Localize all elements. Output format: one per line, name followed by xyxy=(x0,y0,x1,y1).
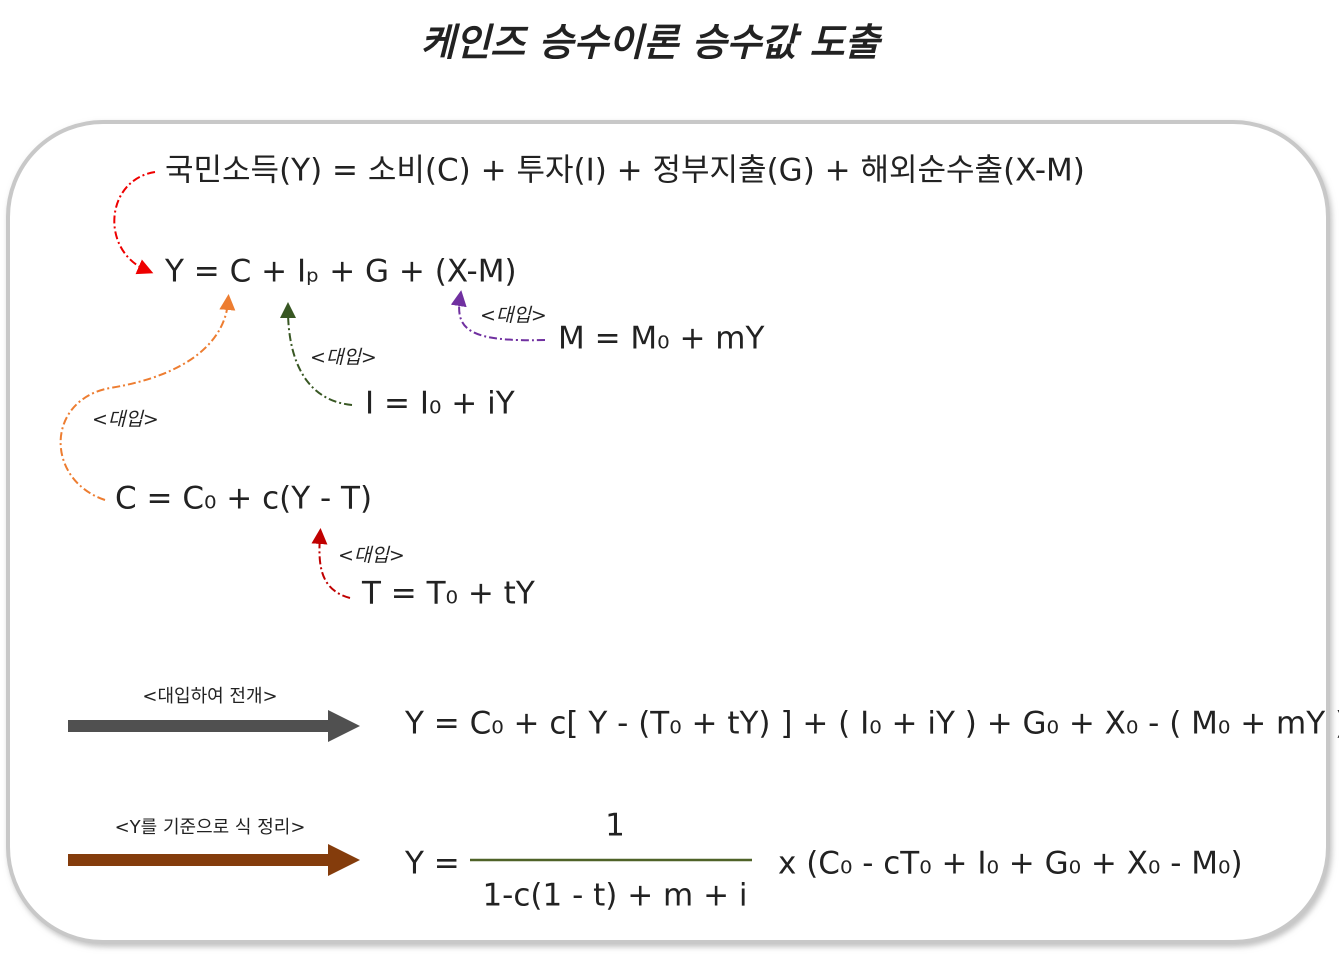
substitution-label: <대입> xyxy=(338,545,405,567)
substitution-label: <대입> xyxy=(92,409,159,431)
connectors xyxy=(59,171,546,599)
step-label: <대입하여 전개> xyxy=(142,686,277,707)
step-arrow xyxy=(68,844,360,876)
step-label: <Y를 기준으로 식 정리> xyxy=(115,817,306,838)
equation: 국민소득(Y) = 소비(C) + 투자(I) + 정부지출(G) + 해외순수… xyxy=(165,153,1085,189)
equation-lhs: Y = xyxy=(404,846,460,882)
equation-rhs: x (C₀ - cT₀ + I₀ + G₀ + X₀ - M₀) xyxy=(778,846,1243,882)
step-arrow xyxy=(68,710,360,742)
equation: T = T₀ + tY xyxy=(361,576,535,612)
substitution-label: <대입> xyxy=(310,347,377,369)
equation: I = I₀ + iY xyxy=(365,386,515,422)
substitution-label: <대입> xyxy=(480,305,547,327)
title: 케인즈 승수이론 승수값 도출 xyxy=(420,21,882,65)
numerator: 1 xyxy=(605,808,625,844)
equation: M = M₀ + mY xyxy=(558,321,764,357)
equation: Y = C₀ + c[ Y - (T₀ + tY) ] + ( I₀ + iY … xyxy=(404,706,1339,742)
equation: C = C₀ + c(Y - T) xyxy=(115,481,372,517)
equation: Y = C + Iₚ + G + (X-M) xyxy=(164,254,517,290)
denominator: 1-c(1 - t) + m + i xyxy=(482,878,747,914)
